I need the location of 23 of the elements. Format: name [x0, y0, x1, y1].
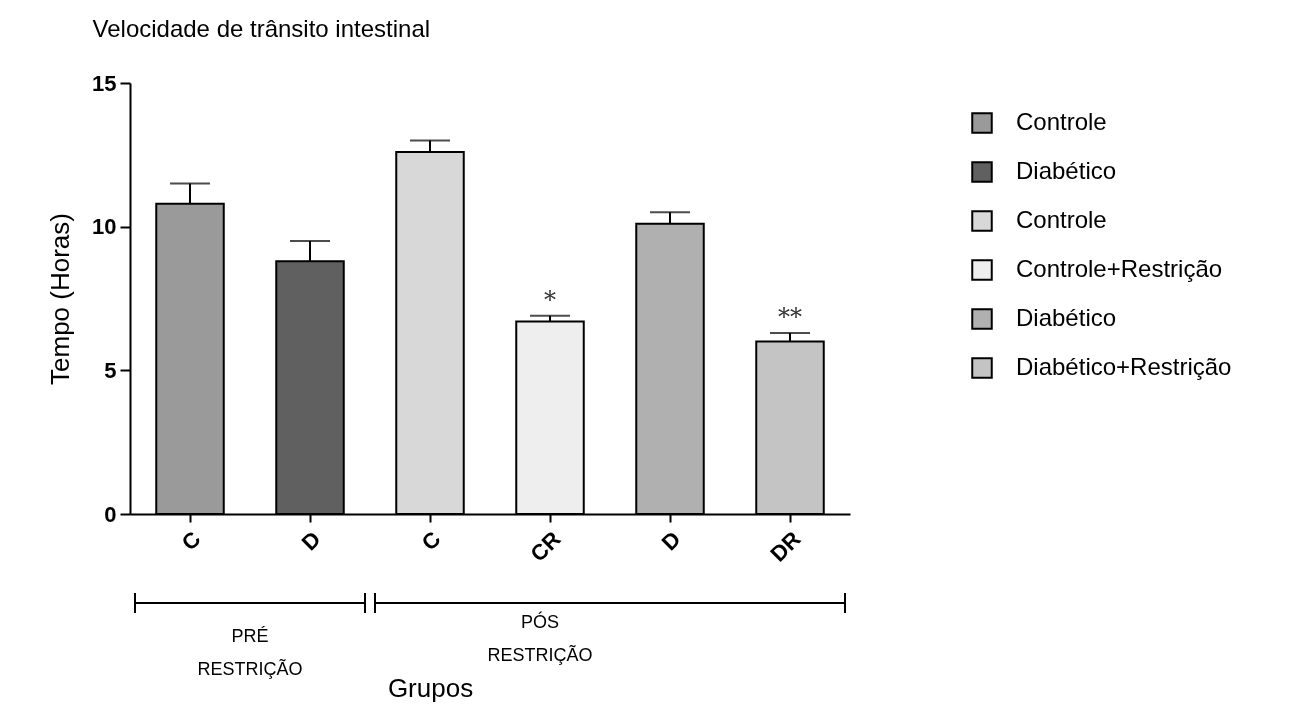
legend-label: Controle — [1016, 108, 1107, 135]
x-tick-label: C — [176, 526, 206, 556]
y-axis-title: Tempo (Horas) — [45, 213, 76, 385]
x-tick-label: CR — [525, 526, 566, 567]
legend-label: Controle — [1016, 206, 1107, 233]
annotation: * — [544, 285, 556, 314]
y-tick-label: 5 — [104, 357, 117, 383]
y-tick-label: 0 — [104, 501, 117, 527]
x-tick-label: C — [416, 526, 446, 556]
chart-title: Velocidade de trânsito intestinal — [92, 15, 431, 42]
y-tick-label: 15 — [92, 70, 117, 96]
text: PÓS RESTRIÇÃO — [487, 611, 593, 665]
legend-label: Controle+Restrição — [1016, 255, 1223, 282]
legend-label: Diabético+Restrição — [1016, 353, 1232, 380]
text: PRÉ RESTRIÇÃO — [197, 626, 303, 679]
y-tick-label: 10 — [92, 214, 117, 240]
legend-label: Diabético — [1016, 304, 1117, 331]
annotation: ** — [778, 302, 802, 331]
x-tick-label: DR — [765, 526, 806, 567]
x-tick-label: D — [656, 526, 686, 556]
x-tick-label: D — [296, 526, 326, 556]
legend-label: Diabético — [1016, 157, 1117, 184]
x-axis-title: Grupos — [387, 672, 474, 703]
